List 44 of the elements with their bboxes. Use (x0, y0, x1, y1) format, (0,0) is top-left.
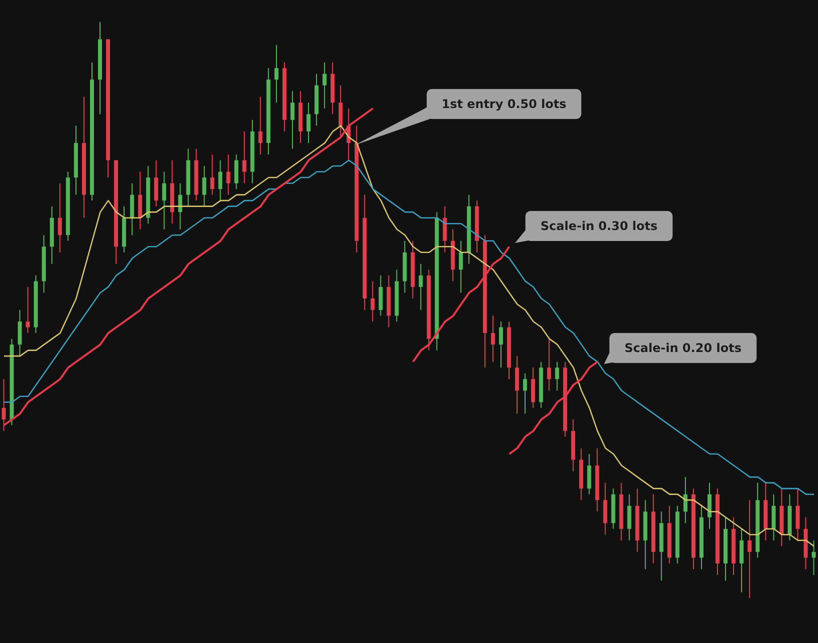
candlestick (683, 476, 688, 524)
candlestick (498, 321, 503, 368)
candlestick (378, 274, 383, 316)
candlestick (442, 206, 447, 253)
candlestick (290, 90, 294, 150)
candlestick (138, 171, 142, 230)
candlestick (603, 482, 608, 536)
candlestick (587, 454, 592, 495)
candlestick (18, 310, 22, 357)
candlestick (490, 315, 495, 362)
candlestick (58, 182, 62, 253)
candlestick (547, 338, 552, 392)
candlestick (306, 102, 311, 144)
candlestick (154, 160, 158, 207)
candlestick (707, 482, 712, 530)
candlestick (162, 171, 166, 230)
candlestick (130, 182, 134, 236)
candlestick (555, 361, 560, 392)
candlestick (740, 528, 744, 593)
candlestick (258, 96, 262, 155)
candlestick (26, 286, 30, 334)
candlestick (322, 62, 327, 109)
candlestick (796, 488, 800, 541)
annotation: 1st entry 0.50 lots (442, 97, 566, 111)
candlestick (627, 494, 632, 541)
candlestick (202, 166, 206, 207)
candlestick (274, 44, 278, 104)
annotation: Scale-in 0.30 lots (540, 219, 658, 233)
candlestick (218, 160, 222, 202)
candlestick (772, 494, 776, 541)
annotation: Scale-in 0.20 lots (624, 341, 742, 355)
candlestick (515, 356, 520, 414)
candlestick (210, 154, 214, 196)
candlestick (418, 263, 423, 310)
candlestick (178, 182, 182, 230)
candlestick (523, 372, 528, 414)
candlestick (812, 540, 816, 576)
candlestick (458, 240, 463, 294)
candlestick (748, 500, 752, 598)
candlestick (226, 154, 230, 196)
candlestick (370, 280, 375, 322)
candlestick (234, 154, 238, 190)
candlestick (242, 130, 246, 184)
candlestick (531, 367, 536, 408)
